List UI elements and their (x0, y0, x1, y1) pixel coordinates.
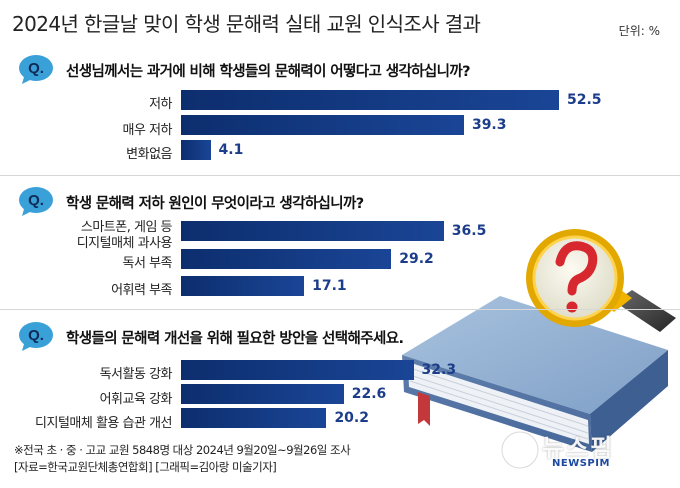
question-3: 학생들의 문해력 개선을 위해 필요한 방안을 선택해주세요. (66, 331, 404, 347)
bar-label: 디지털매체 활용 습관 개선 (35, 416, 172, 431)
bar (181, 140, 211, 160)
bar (181, 221, 444, 241)
bar-label: 매우 저하 (122, 123, 173, 138)
bar (181, 384, 344, 404)
bar (181, 276, 305, 296)
question-2: 학생 문해력 저하 원인이 무엇이라고 생각하십니까? (66, 196, 364, 212)
footnote-source: [자료=한국교원단체총연합회] [그래픽=김아랑 미술기자] (14, 460, 277, 474)
book-shape (402, 296, 668, 452)
bar-label: 변화없음 (126, 147, 172, 162)
bar (181, 249, 392, 269)
q-badge-text: Q. (28, 60, 44, 77)
bar-label: 독서 부족 (122, 256, 173, 271)
bar (181, 90, 559, 110)
footnote-survey: ※전국 초 · 중 · 고교 교원 5848명 대상 2024년 9월20일~9… (14, 443, 351, 457)
section-divider (0, 309, 680, 310)
bar-value: 39.3 (471, 117, 507, 133)
section-divider (0, 175, 680, 176)
bar-label: 독서활동 강화 (99, 367, 173, 382)
bar-value: 17.1 (312, 278, 347, 294)
bar-label: 어휘교육 강화 (99, 392, 173, 407)
unit-label: 단위: % (618, 24, 660, 38)
bar (181, 360, 414, 380)
q-badge-icon: Q. (18, 185, 54, 217)
q-badge-text: Q. (28, 327, 44, 344)
bar-label: 저하 (149, 97, 172, 112)
bar-label: 스마트폰, 게임 등 (80, 220, 173, 235)
q-badge-icon: Q. (18, 320, 54, 352)
bar-label: 어휘력 부족 (111, 283, 172, 298)
bar-value: 22.6 (351, 386, 387, 402)
question-1: 선생님께서는 과거에 비해 학생들의 문해력이 어떻다고 생각하십니까? (66, 64, 471, 80)
watermark-text: 뉴스핌 (542, 434, 615, 462)
bar-value: 32.3 (421, 362, 457, 378)
bar-value: 52.5 (567, 92, 602, 108)
bar (181, 115, 464, 135)
bar-value: 29.2 (399, 251, 434, 267)
chart-title: 2024년 한글날 맞이 학생 문해력 실태 교원 인식조사 결과 (12, 12, 481, 36)
bar-value: 36.5 (451, 223, 487, 239)
q-badge-icon: Q. (18, 53, 54, 85)
watermark-sub: NEWSPIM (552, 458, 610, 469)
magnifier-lens (526, 229, 624, 327)
bar-label: 디지털매체 과사용 (76, 236, 173, 251)
q-badge-text: Q. (28, 192, 44, 209)
bar-value: 20.2 (334, 410, 369, 426)
bar (181, 408, 327, 428)
newspim-watermark-logo: 뉴스핌 NEWSPIM (500, 424, 674, 476)
bar-value: 4.1 (218, 142, 244, 158)
